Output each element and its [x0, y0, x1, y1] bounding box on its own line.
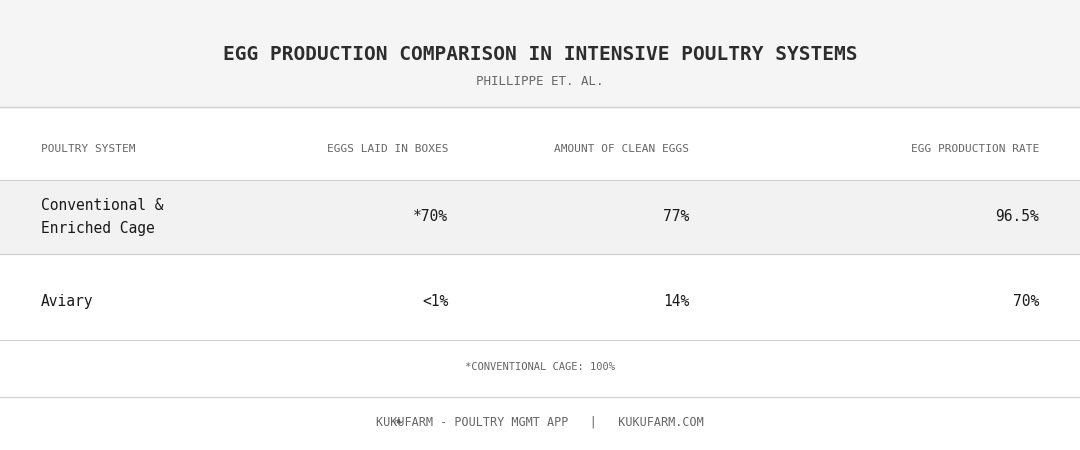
Text: EGG PRODUCTION COMPARISON IN INTENSIVE POULTRY SYSTEMS: EGG PRODUCTION COMPARISON IN INTENSIVE P… — [222, 45, 858, 64]
Text: <1%: <1% — [422, 294, 448, 309]
Text: 77%: 77% — [663, 209, 689, 225]
Text: 14%: 14% — [663, 294, 689, 309]
Text: AMOUNT OF CLEAN EGGS: AMOUNT OF CLEAN EGGS — [554, 144, 689, 153]
Text: Aviary: Aviary — [41, 294, 94, 309]
Text: ❧: ❧ — [392, 416, 403, 428]
Text: EGGS LAID IN BOXES: EGGS LAID IN BOXES — [326, 144, 448, 153]
Text: 70%: 70% — [1013, 294, 1039, 309]
Text: KUKUFARM - POULTRY MGMT APP   |   KUKUFARM.COM: KUKUFARM - POULTRY MGMT APP | KUKUFARM.C… — [376, 416, 704, 428]
Text: EGG PRODUCTION RATE: EGG PRODUCTION RATE — [910, 144, 1039, 153]
FancyBboxPatch shape — [0, 0, 1080, 107]
FancyBboxPatch shape — [0, 107, 1080, 450]
Text: Conventional &
Enriched Cage: Conventional & Enriched Cage — [41, 198, 163, 235]
Text: *70%: *70% — [414, 209, 448, 225]
Text: *CONVENTIONAL CAGE: 100%: *CONVENTIONAL CAGE: 100% — [465, 362, 615, 372]
Text: PHILLIPPE ET. AL.: PHILLIPPE ET. AL. — [476, 76, 604, 88]
FancyBboxPatch shape — [0, 180, 1080, 254]
Text: POULTRY SYSTEM: POULTRY SYSTEM — [41, 144, 136, 153]
Text: 96.5%: 96.5% — [995, 209, 1039, 225]
